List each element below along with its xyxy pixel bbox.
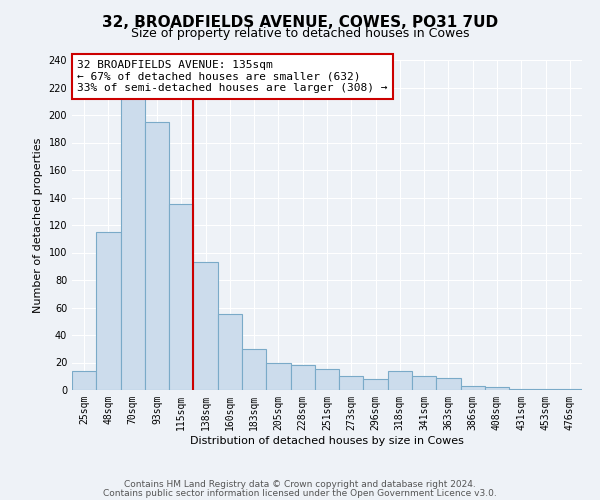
Bar [266,362,290,390]
Bar [315,370,339,390]
Bar [242,349,266,390]
X-axis label: Distribution of detached houses by size in Cowes: Distribution of detached houses by size … [190,436,464,446]
Bar [436,378,461,390]
Bar [388,371,412,390]
Bar [364,379,388,390]
Bar [169,204,193,390]
Text: Contains HM Land Registry data © Crown copyright and database right 2024.: Contains HM Land Registry data © Crown c… [124,480,476,489]
Bar [72,371,96,390]
Bar [412,376,436,390]
Bar [121,94,145,390]
Bar [558,388,582,390]
Bar [218,314,242,390]
Text: Size of property relative to detached houses in Cowes: Size of property relative to detached ho… [131,28,469,40]
Bar [145,122,169,390]
Text: 32, BROADFIELDS AVENUE, COWES, PO31 7UD: 32, BROADFIELDS AVENUE, COWES, PO31 7UD [102,15,498,30]
Bar [193,262,218,390]
Bar [339,376,364,390]
Text: Contains public sector information licensed under the Open Government Licence v3: Contains public sector information licen… [103,488,497,498]
Text: 32 BROADFIELDS AVENUE: 135sqm
← 67% of detached houses are smaller (632)
33% of : 32 BROADFIELDS AVENUE: 135sqm ← 67% of d… [77,60,388,93]
Bar [96,232,121,390]
Y-axis label: Number of detached properties: Number of detached properties [33,138,43,312]
Bar [533,388,558,390]
Bar [290,365,315,390]
Bar [485,387,509,390]
Bar [509,388,533,390]
Bar [461,386,485,390]
